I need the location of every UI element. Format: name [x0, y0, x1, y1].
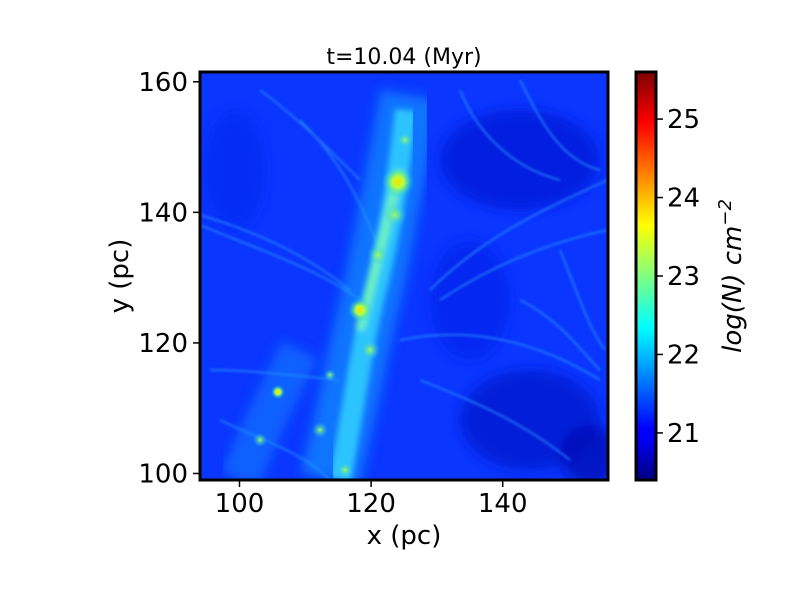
low-density-regions [205, 110, 608, 480]
y-axis-ticks: 100 120 140 160 [138, 68, 200, 489]
colorbar-label-unit: cm [718, 226, 748, 274]
colorbar-tick-label: 21 [667, 419, 700, 449]
y-tick-label: 100 [138, 459, 188, 489]
dense-clumps [253, 132, 414, 478]
y-tick-label: 120 [138, 329, 188, 359]
x-axis-label: x (pc) [367, 521, 442, 551]
y-tick-label: 140 [138, 198, 188, 228]
chart-title: t=10.04 (Myr) [326, 45, 481, 70]
heatmap-image [200, 72, 608, 480]
colorbar [634, 70, 658, 482]
colorbar-tick-label: 25 [667, 105, 700, 135]
colorbar-ticks: 21 22 23 24 25 [656, 105, 700, 449]
colorbar-tick-label: 22 [667, 340, 700, 370]
plot-frame [198, 70, 610, 482]
x-axis-ticks: 100 120 140 [215, 480, 528, 519]
y-tick-label: 160 [138, 68, 188, 98]
colorbar-label-exponent: −2 [715, 199, 736, 226]
x-tick-label: 100 [215, 489, 265, 519]
colorbar-label: log(N) cm−2 [715, 199, 748, 353]
colorbar-label-main: log(N) [718, 274, 748, 353]
x-tick-label: 120 [346, 489, 396, 519]
colorbar-tick-label: 24 [667, 184, 700, 214]
x-tick-label: 140 [478, 489, 528, 519]
colorbar-tick-label: 23 [667, 262, 700, 292]
y-axis-label: y (pc) [105, 239, 135, 314]
